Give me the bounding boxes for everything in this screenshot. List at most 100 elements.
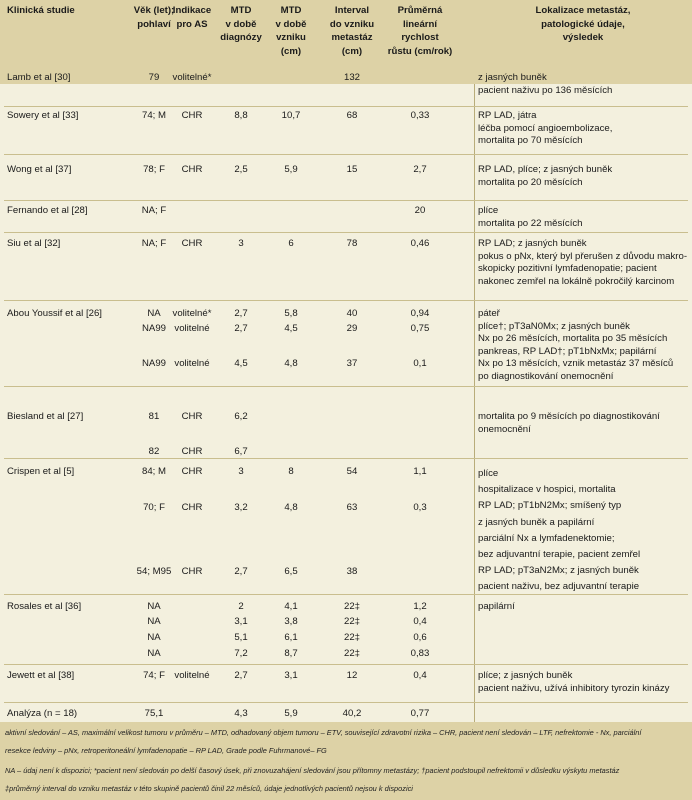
indication-cell: volitelné — [174, 358, 210, 369]
row-divider — [4, 386, 688, 387]
header-localization: Lokalizace metastáz, patologické údaje, … — [535, 5, 631, 43]
growth-cell: 1,2 — [413, 601, 427, 612]
age-cell: NA; F — [141, 205, 167, 216]
mtd-onset-cell: 5,9 — [284, 164, 298, 175]
row-divider — [4, 200, 688, 201]
age-cell: 74; F — [143, 670, 165, 681]
age-cell: NA99 — [142, 323, 166, 334]
interval-cell: 78 — [346, 238, 358, 249]
interval-cell: 15 — [346, 164, 358, 175]
growth-cell: 0,77 — [410, 708, 430, 719]
footnote: aktivní sledování – AS, maximální veliko… — [5, 728, 642, 737]
interval-cell: 40,2 — [342, 708, 362, 719]
mtd-diagnosis-cell: 2,7 — [234, 308, 248, 319]
study-name: Jewett et al [38] — [7, 670, 75, 681]
localization-cell: mortalita po 9 měsících po diagnostiková… — [478, 411, 660, 435]
localization-cell: z jasných buněk pacient naživu po 136 mě… — [478, 72, 613, 96]
localization-cell: páteř plíce†; pT3aN0Mx; z jasných buněk … — [478, 308, 674, 382]
study-name: Analýza (n = 18) — [7, 708, 78, 719]
indication-cell: volitelné — [174, 670, 210, 681]
mtd-diagnosis-cell: 4,5 — [234, 358, 248, 369]
localization-cell: RP LAD, játra léčba pomocí angioemboliza… — [478, 110, 613, 146]
growth-cell: 1,1 — [413, 466, 427, 477]
study-name: Crispen et al [5] — [7, 466, 75, 477]
mtd-diagnosis-cell: 7,2 — [234, 648, 248, 659]
growth-cell: 0,6 — [413, 632, 427, 643]
growth-cell: 0,46 — [410, 238, 430, 249]
mtd-diagnosis-cell: 6,7 — [234, 446, 248, 457]
mtd-diagnosis-cell: 3 — [238, 238, 244, 249]
study-name: Lamb et al [30] — [7, 72, 71, 83]
growth-cell: 0,4 — [413, 670, 427, 681]
study-name: Fernando et al [28] — [7, 205, 88, 216]
age-cell: 54; M95 — [136, 566, 172, 577]
row-divider — [4, 300, 688, 301]
footnote: ‡průměrný interval do vzniku metastáz v … — [5, 784, 413, 793]
study-name: Wong et al [37] — [7, 164, 72, 175]
row-divider — [4, 664, 688, 665]
mtd-onset-cell: 4,8 — [284, 502, 298, 513]
age-cell: NA — [147, 308, 161, 319]
mtd-onset-cell: 6,1 — [284, 632, 298, 643]
interval-cell: 29 — [346, 323, 358, 334]
header-mtd-diagnosis: MTD v době diagnózy — [220, 5, 262, 43]
age-cell: 75,1 — [144, 708, 164, 719]
growth-cell: 0,33 — [410, 110, 430, 121]
mtd-onset-cell: 6,5 — [284, 566, 298, 577]
interval-cell: 22‡ — [343, 616, 360, 627]
age-cell: 79 — [148, 72, 160, 83]
localization-cell: papilární — [478, 601, 515, 612]
header-age: Věk (let); pohlaví — [133, 5, 175, 30]
age-cell: 78; F — [143, 164, 165, 175]
indication-cell: CHR — [181, 238, 203, 249]
mtd-diagnosis-cell: 3 — [238, 466, 244, 477]
interval-cell: 37 — [346, 358, 358, 369]
mtd-onset-cell: 10,7 — [281, 110, 301, 121]
age-cell: 74; M — [142, 110, 166, 121]
study-name: Biesland et al [27] — [7, 411, 84, 422]
row-divider — [4, 594, 688, 595]
footnote: NA – údaj není k dispozici; *pacient nen… — [5, 766, 620, 775]
mtd-diagnosis-cell: 2,7 — [234, 323, 248, 334]
growth-cell: 0,83 — [410, 648, 430, 659]
header-interval: Interval do vzniku metastáz (cm) — [329, 5, 375, 57]
footnote: resekce ledviny – pNx, retroperitoneální… — [5, 746, 327, 755]
age-cell: 81 — [148, 411, 160, 422]
mtd-onset-cell: 3,8 — [284, 616, 298, 627]
mtd-diagnosis-cell: 2,7 — [234, 566, 248, 577]
growth-cell: 20 — [414, 205, 426, 216]
row-divider — [4, 232, 688, 233]
localization-cell: plíce mortalita po 22 měsících — [478, 205, 583, 229]
row-divider — [4, 154, 688, 155]
table-footnotes: aktivní sledování – AS, maximální veliko… — [0, 722, 692, 800]
age-cell: NA; F — [141, 238, 167, 249]
localization-cell: plíce; z jasných buněk pacient naživu, u… — [478, 670, 670, 694]
interval-cell: 12 — [346, 670, 358, 681]
growth-cell: 0,75 — [410, 323, 430, 334]
indication-cell: CHR — [181, 566, 203, 577]
study-name: Siu et al [32] — [7, 238, 61, 249]
age-cell: 82 — [148, 446, 160, 457]
indication-cell: CHR — [181, 446, 203, 457]
mtd-diagnosis-cell: 2,5 — [234, 164, 248, 175]
row-divider — [4, 702, 688, 703]
interval-cell: 22‡ — [343, 601, 360, 612]
age-cell: 70; F — [143, 502, 165, 513]
interval-cell: 38 — [346, 566, 358, 577]
mtd-onset-cell: 3,1 — [284, 670, 298, 681]
age-cell: NA — [147, 632, 161, 643]
interval-cell: 132 — [343, 72, 360, 83]
indication-cell: volitelné — [174, 323, 210, 334]
mtd-diagnosis-cell: 5,1 — [234, 632, 248, 643]
localization-cell: RP LAD; z jasných buněk pokus o pNx, kte… — [478, 238, 688, 287]
indication-cell: volitelné* — [172, 308, 212, 319]
mtd-diagnosis-cell: 4,3 — [234, 708, 248, 719]
row-divider — [4, 106, 688, 107]
interval-cell: 22‡ — [343, 648, 360, 659]
age-cell: NA99 — [142, 358, 166, 369]
interval-cell: 40 — [346, 308, 358, 319]
interval-cell: 63 — [346, 502, 358, 513]
age-cell: NA — [147, 616, 161, 627]
header-mtd-onset: MTD v době vzniku (cm) — [275, 5, 307, 57]
